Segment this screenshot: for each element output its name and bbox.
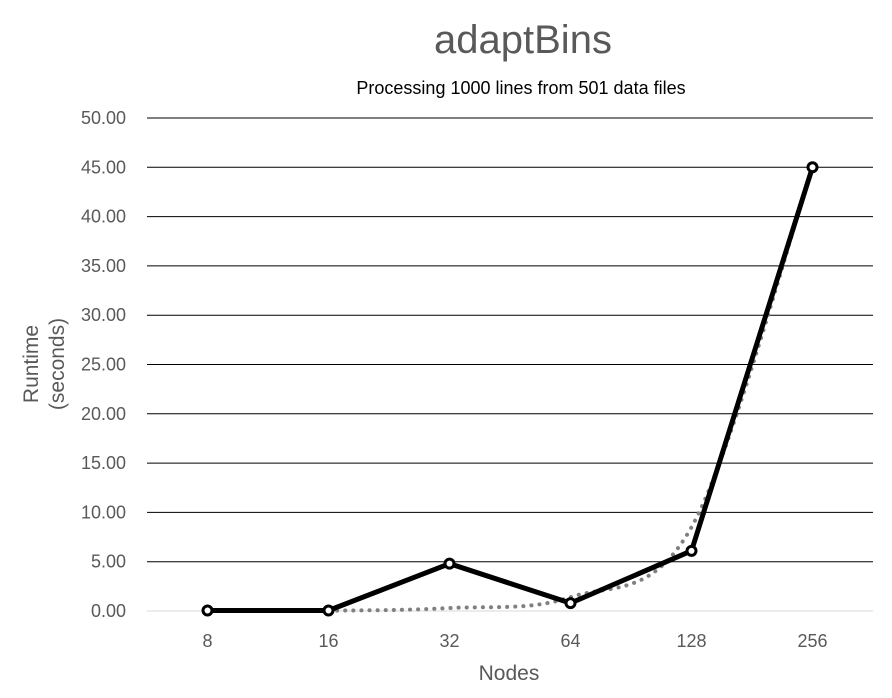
y-tick-label: 40.00 — [81, 207, 126, 227]
trendline — [205, 165, 815, 613]
chart-title: adaptBins — [434, 18, 612, 62]
data-point — [564, 597, 577, 610]
gridlines — [147, 117, 873, 612]
y-tick-label: 50.00 — [81, 108, 126, 128]
series-line — [207, 166, 815, 614]
y-tick-label: 15.00 — [81, 453, 126, 473]
y-tick-label: 0.00 — [91, 601, 126, 621]
data-point — [322, 604, 335, 617]
y-tick-label: 5.00 — [91, 552, 126, 572]
x-tick-label: 32 — [439, 631, 459, 651]
x-tick-labels: 8 16 32 64 128 256 — [202, 631, 827, 651]
x-tick-label: 8 — [202, 631, 212, 651]
series-layer — [201, 161, 819, 617]
chart-subtitle: Processing 1000 lines from 501 data file… — [356, 78, 685, 98]
y-axis-label-line-2: (seconds) — [46, 318, 69, 410]
data-point — [201, 604, 214, 617]
y-tick-label: 45.00 — [81, 157, 126, 177]
data-point — [443, 557, 456, 570]
y-tick-label: 10.00 — [81, 502, 126, 522]
x-tick-label: 16 — [318, 631, 338, 651]
x-tick-label: 256 — [797, 631, 827, 651]
x-tick-label: 128 — [676, 631, 706, 651]
data-point — [685, 544, 698, 557]
y-tick-label: 25.00 — [81, 355, 126, 375]
y-tick-label: 20.00 — [81, 404, 126, 424]
y-axis-label-line-1: Runtime — [20, 325, 43, 403]
data-point — [806, 161, 819, 174]
x-axis-label: Nodes — [479, 662, 540, 685]
y-tick-label: 35.00 — [81, 256, 126, 276]
y-axis-label: Runtime (seconds) — [20, 318, 69, 410]
x-tick-label: 64 — [560, 631, 580, 651]
y-tick-labels: 0.00 5.00 10.00 15.00 20.00 25.00 30.00 35.00 40… — [81, 108, 126, 621]
y-tick-label: 30.00 — [81, 305, 126, 325]
